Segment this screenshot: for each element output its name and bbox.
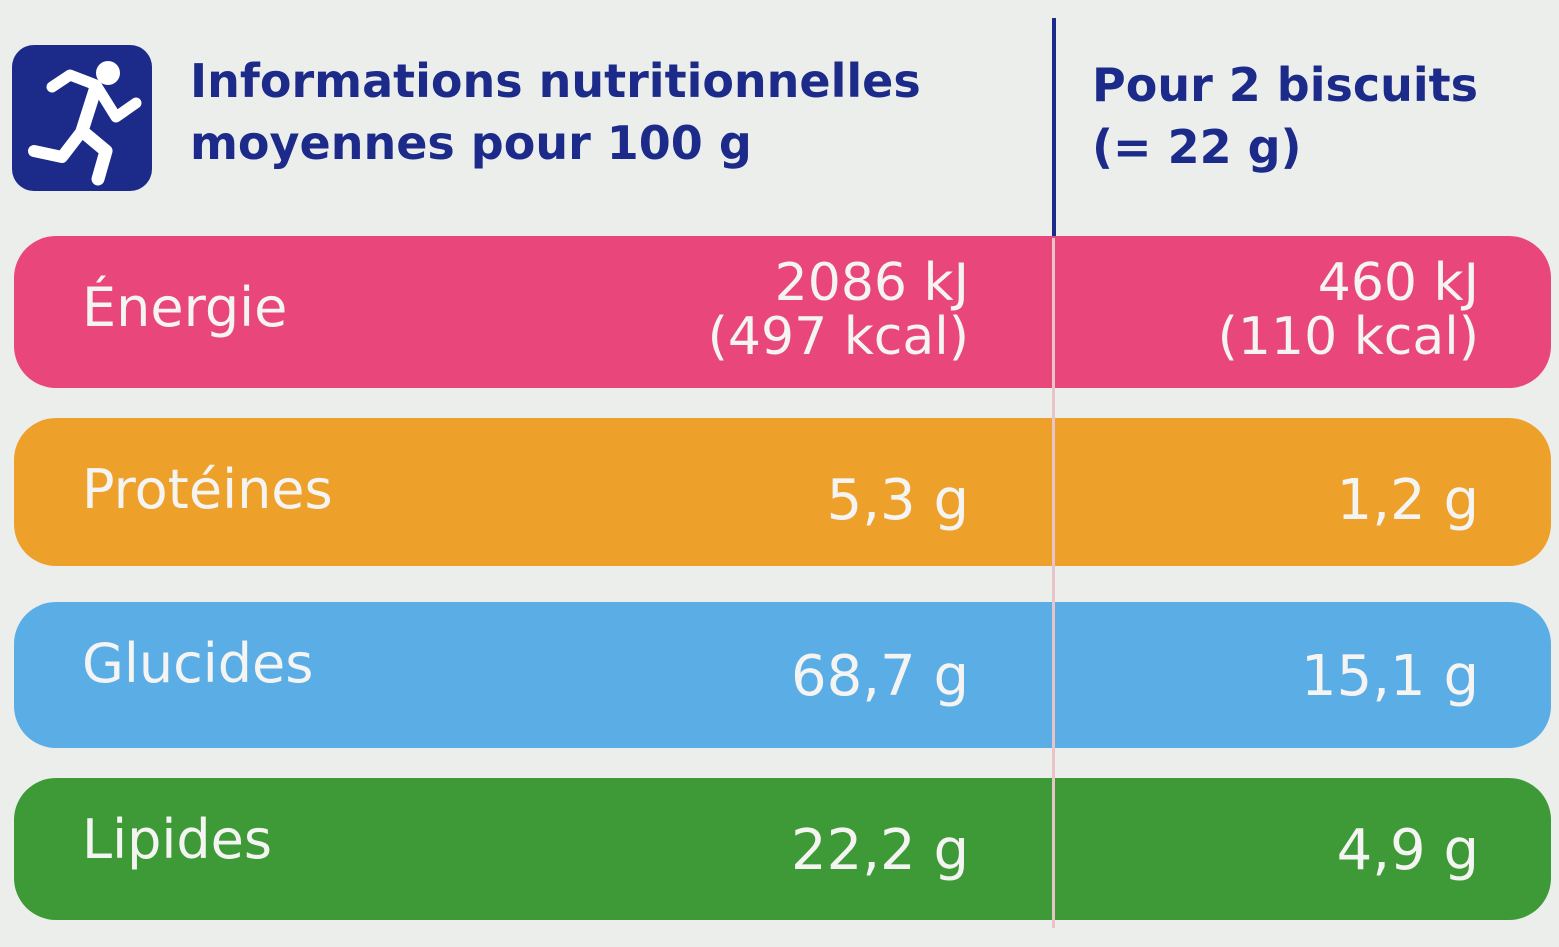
value-line: 2086 kJ (774, 253, 969, 313)
row-label: Glucides (82, 632, 314, 695)
row-label: Lipides (82, 808, 273, 871)
row-band (14, 602, 1551, 748)
value-line: (497 kcal) (707, 307, 969, 367)
value-100g: 68,7 g (790, 644, 969, 709)
row-band (14, 236, 1551, 388)
value-line: 460 kJ (1317, 253, 1479, 313)
serving-title: Pour 2 biscuits (= 22 g) (1092, 54, 1478, 178)
value-serving: 1,2 g (1336, 468, 1479, 533)
value-serving: 4,9 g (1336, 818, 1479, 883)
value-100g: 22,2 g (790, 818, 969, 883)
header-line: moyennes pour 100 g (190, 116, 752, 170)
row-band (14, 778, 1551, 920)
row-band (14, 418, 1551, 566)
value-100g: 5,3 g (826, 468, 969, 533)
row-label: Protéines (82, 458, 333, 521)
serving-line: (= 22 g) (1092, 120, 1302, 174)
header-title: Informations nutritionnelles moyennes po… (190, 50, 921, 174)
column-divider (1052, 238, 1055, 928)
value-line: (110 kcal) (1217, 307, 1479, 367)
row-label: Énergie (82, 276, 288, 339)
column-divider (1052, 18, 1056, 238)
serving-line: Pour 2 biscuits (1092, 58, 1479, 112)
value-serving: 15,1 g (1300, 644, 1479, 709)
runner-icon (12, 45, 152, 191)
value-100g: 2086 kJ (497 kcal) (708, 256, 969, 364)
value-serving: 460 kJ (110 kcal) (1218, 256, 1479, 364)
header-line: Informations nutritionnelles (190, 54, 921, 108)
